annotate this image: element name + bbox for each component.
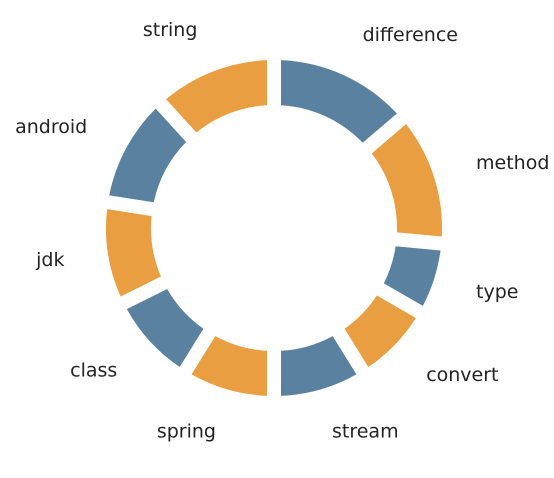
donut-slices — [106, 60, 442, 396]
slice-string — [166, 60, 267, 133]
slice-type — [383, 246, 441, 306]
slice-label-spring: spring — [157, 420, 216, 442]
slice-difference — [281, 60, 397, 143]
slice-method — [371, 124, 442, 237]
slice-label-android: android — [15, 116, 87, 138]
slice-label-stream: stream — [332, 420, 399, 442]
slice-class — [126, 289, 204, 368]
slice-spring — [191, 336, 267, 396]
slice-jdk — [106, 209, 161, 297]
slice-stream — [281, 336, 357, 396]
slice-labels: difference method type convert stream spring c… — [15, 19, 549, 443]
slice-label-method: method — [476, 152, 549, 174]
slice-label-type: type — [476, 281, 518, 303]
slice-label-difference: difference — [363, 24, 458, 46]
slice-label-convert: convert — [426, 364, 498, 386]
slice-convert — [344, 295, 416, 368]
slice-label-string: string — [143, 19, 198, 41]
slice-label-class: class — [70, 359, 117, 381]
slice-android — [109, 108, 187, 203]
slice-label-jdk: jdk — [35, 249, 64, 271]
